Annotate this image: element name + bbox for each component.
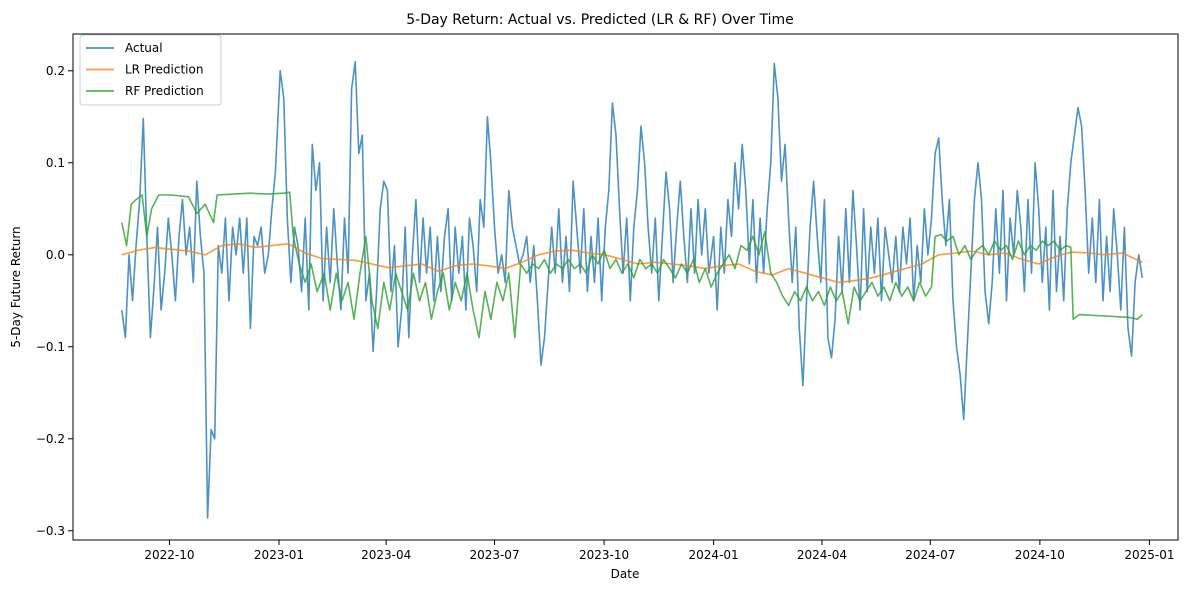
legend-label-actual: Actual bbox=[125, 41, 163, 55]
series-line-lr-prediction bbox=[121, 243, 1143, 284]
x-tick-label: 2022-10 bbox=[144, 548, 194, 562]
legend-label-rf-prediction: RF Prediction bbox=[125, 84, 204, 98]
legend: Actual LR Prediction RF Prediction bbox=[79, 34, 222, 106]
x-tick-label: 2023-10 bbox=[579, 548, 629, 562]
x-axis: 2022-10 2023-01 2023-04 2023-07 2023-10 2024-… bbox=[144, 540, 1174, 562]
y-axis-label: 5-Day Future Return bbox=[9, 226, 23, 347]
x-tick-label: 2023-07 bbox=[469, 548, 519, 562]
y-tick-label: −0.1 bbox=[36, 340, 65, 354]
chart-title: 5-Day Return: Actual vs. Predicted (LR &… bbox=[406, 12, 794, 28]
x-axis-label: Date bbox=[611, 567, 640, 581]
y-tick-label: 0.2 bbox=[46, 64, 65, 78]
x-tick-label: 2024-10 bbox=[1015, 548, 1065, 562]
x-tick-label: 2024-04 bbox=[797, 548, 847, 562]
series-layer bbox=[121, 60, 1144, 519]
y-tick-label: 0.0 bbox=[46, 248, 65, 262]
plot-area: 2022-10 2023-01 2023-04 2023-07 2023-10 2024-… bbox=[36, 33, 1179, 562]
x-tick-label: 2025-01 bbox=[1124, 548, 1174, 562]
y-tick-label: −0.3 bbox=[36, 524, 65, 538]
y-axis: −0.3 −0.2 −0.1 0.0 0.1 0.2 bbox=[36, 64, 73, 538]
plot-frame bbox=[72, 33, 1179, 541]
x-tick-label: 2023-04 bbox=[361, 548, 411, 562]
x-tick-label: 2023-01 bbox=[254, 548, 304, 562]
y-tick-label: −0.2 bbox=[36, 432, 65, 446]
legend-box bbox=[79, 34, 222, 106]
y-tick-label: 0.1 bbox=[46, 156, 65, 170]
x-tick-label: 2024-01 bbox=[689, 548, 739, 562]
x-tick-label: 2024-07 bbox=[905, 548, 955, 562]
series-line-rf-prediction bbox=[121, 191, 1143, 339]
series-line-actual bbox=[121, 60, 1144, 519]
legend-label-lr-prediction: LR Prediction bbox=[125, 63, 203, 77]
